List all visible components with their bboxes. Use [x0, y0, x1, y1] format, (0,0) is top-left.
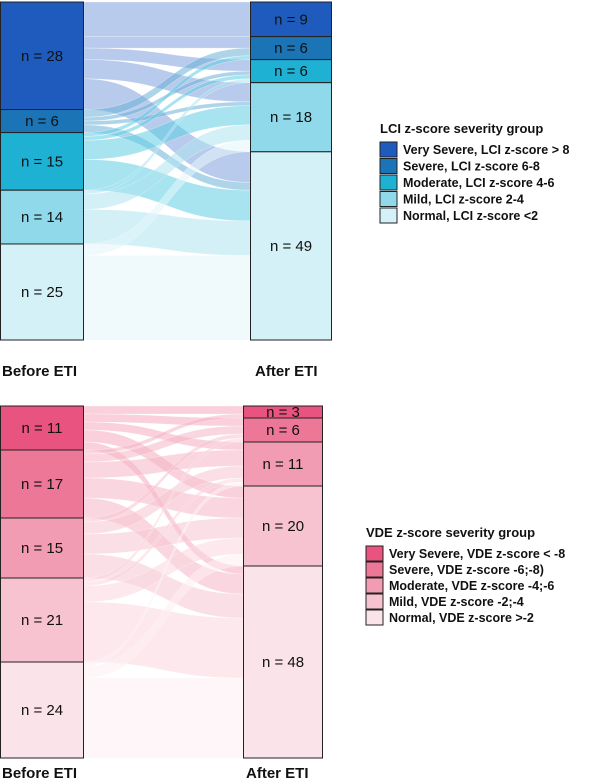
lci-flow-4-to-4 [83, 255, 251, 341]
vde-after-node-3 [243, 485, 323, 567]
lci-after-node-0 [250, 1, 332, 38]
lci-after-node-2-label: n = 6 [274, 63, 308, 80]
vde-legend-label-0: Very Severe, VDE z-score < -8 [389, 547, 565, 561]
lci-before-node-0-label: n = 28 [21, 48, 63, 65]
vde-legend-swatch-4 [365, 609, 384, 626]
lci-right-axis-label: After ETI [255, 363, 318, 380]
lci-legend-label-3: Mild, LCI z-score 2-4 [403, 193, 524, 207]
vde-before-node-0-label: n = 11 [21, 420, 62, 437]
lci-flow-0-to-1 [83, 36, 251, 49]
vde-legend: VDE z-score severity group Very Severe, … [365, 525, 565, 626]
vde-flow-4-to-4 [83, 677, 244, 759]
vde-after-node-1-label: n = 6 [266, 422, 300, 439]
vde-before-node-1 [0, 449, 84, 519]
vde-node-stacks: n = 11 n = 17 n = 15 n = 21 n = 24 n = 3n = 6… [0, 404, 323, 759]
vde-flow-ribbons [83, 405, 244, 759]
lci-legend-swatch-4 [379, 207, 398, 224]
vde-sankey-panel: n = 11 n = 17 n = 15 n = 21 n = 24 n = 3n = 6… [0, 404, 565, 782]
lci-legend-swatch-0 [379, 141, 398, 158]
lci-legend-label-1: Severe, LCI z-score 6-8 [403, 160, 540, 174]
vde-legend-swatch-1 [365, 561, 384, 578]
vde-after-node-4-label: n = 48 [262, 654, 304, 671]
lci-before-node-3-label: n = 14 [21, 209, 63, 226]
vde-right-axis-label: After ETI [246, 765, 309, 782]
lci-after-node-0-label: n = 9 [274, 11, 308, 28]
lci-sankey-panel: n = 28 n = 6 n = 15 n = 14 n = 25 n = 9 n = 6 n… [0, 1, 569, 380]
lci-legend-label-2: Moderate, LCI z-score 4-6 [403, 176, 554, 190]
lci-legend-title: LCI z-score severity group [380, 121, 543, 136]
lci-left-axis-label: Before ETI [2, 363, 77, 380]
vde-legend-label-4: Normal, VDE z-score >-2 [389, 611, 534, 625]
lci-legend-swatch-3 [379, 191, 398, 207]
vde-after-node-2-label: n = 11 [262, 456, 303, 473]
vde-before-node-4-label: n = 24 [21, 702, 63, 719]
vde-left-axis-label: Before ETI [2, 765, 77, 782]
lci-node-stacks: n = 28 n = 6 n = 15 n = 14 n = 25 n = 9 n = 6 n… [0, 1, 332, 341]
lci-legend-swatch-1 [379, 158, 398, 174]
vde-legend-label-1: Severe, VDE z-score -6;-8) [389, 563, 544, 577]
vde-before-node-4 [0, 661, 84, 759]
vde-after-node-3-label: n = 20 [262, 518, 304, 535]
vde-legend-label-2: Moderate, VDE z-score -4;-6 [389, 579, 554, 593]
vde-legend-title: VDE z-score severity group [366, 525, 535, 540]
vde-after-node-0-label: n = 3 [266, 404, 300, 421]
lci-flow-ribbons [83, 1, 251, 341]
lci-after-node-3-label: n = 18 [270, 109, 312, 126]
lci-legend-swatch-2 [379, 174, 398, 191]
vde-before-node-3-label: n = 21 [21, 612, 63, 629]
lci-flow-0-to-0 [83, 1, 251, 37]
vde-legend-swatch-3 [365, 593, 384, 610]
vde-after-node-1 [243, 417, 323, 443]
lci-before-node-4-label: n = 25 [21, 284, 63, 301]
vde-flow-0-to-0 [83, 405, 244, 415]
lci-before-node-1-label: n = 6 [25, 113, 59, 130]
lci-legend-label-4: Normal, LCI z-score <2 [403, 209, 538, 223]
lci-legend: LCI z-score severity group Very Severe, … [379, 121, 569, 224]
lci-after-node-4 [250, 151, 332, 341]
vde-before-node-3 [0, 577, 84, 663]
vde-before-node-2 [0, 517, 84, 579]
vde-before-node-1-label: n = 17 [21, 476, 63, 493]
vde-after-node-4 [243, 565, 323, 759]
lci-before-node-4 [0, 243, 84, 341]
lci-after-node-1-label: n = 6 [274, 40, 308, 57]
lci-legend-label-0: Very Severe, LCI z-score > 8 [403, 143, 569, 157]
lci-after-node-4-label: n = 49 [270, 238, 312, 255]
vde-legend-label-3: Mild, VDE z-score -2;-4 [389, 595, 524, 609]
lci-before-node-2-label: n = 15 [21, 153, 63, 170]
lci-after-node-3 [250, 82, 332, 153]
vde-before-node-0 [0, 405, 84, 451]
vde-before-node-2-label: n = 15 [21, 540, 63, 557]
vde-legend-swatch-0 [365, 545, 384, 562]
vde-legend-swatch-2 [365, 577, 384, 594]
